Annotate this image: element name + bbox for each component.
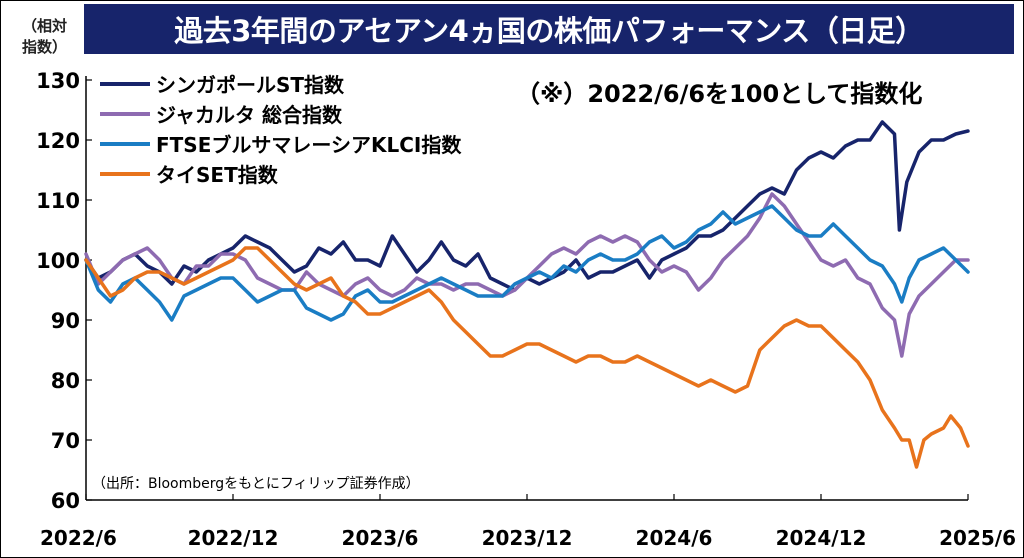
x-tick-label: 2024/6 (636, 526, 713, 550)
series-line-1 (84, 120, 970, 292)
x-tick-label: 2022/12 (188, 526, 279, 550)
source-note: （出所：Bloombergをもとにフィリップ証券作成） (92, 476, 420, 492)
chart-title: 過去3年間のアセアン4ヵ国の株価パフォーマンス（日足） (84, 4, 1014, 54)
legend-label-3: FTSEブルサマレーシアKLCI指数 (156, 133, 462, 157)
series-lines (84, 120, 970, 469)
series-line-4 (84, 246, 970, 469)
y-tick-label: 100 (36, 249, 80, 273)
y-tick-label: 90 (51, 309, 80, 333)
x-tick-label: 2024/12 (776, 526, 867, 550)
axes: 60 70 80 90 100 110 120 130 2022/6 2022/12 2023/6 2… (36, 69, 1016, 550)
y-tick-label: 70 (51, 429, 80, 453)
legend-label-2: ジャカルタ 総合指数 (156, 103, 343, 127)
index-note: （※）2022/6/6を100として指数化 (516, 80, 923, 108)
y-tick-label: 120 (36, 129, 80, 153)
y-tick-label: 110 (36, 189, 80, 213)
series-line-2 (84, 192, 970, 358)
y-tick-label: 80 (51, 369, 80, 393)
x-tick-label: 2023/12 (482, 526, 573, 550)
x-tick-label: 2025/6 (939, 526, 1016, 550)
y-axis-unit-label: （相対 指数） (22, 16, 78, 58)
y-tick-label: 130 (36, 69, 80, 93)
x-tick-label: 2022/6 (40, 526, 117, 550)
series-line-3 (84, 204, 970, 322)
y-tick-label: 60 (51, 489, 80, 513)
legend-label-4: タイSET指数 (156, 163, 279, 187)
legend-label-1: シンガポールST指数 (156, 73, 345, 97)
x-tick-label: 2023/6 (342, 526, 419, 550)
y-axis-unit-text: （相対 指数） (22, 17, 68, 56)
